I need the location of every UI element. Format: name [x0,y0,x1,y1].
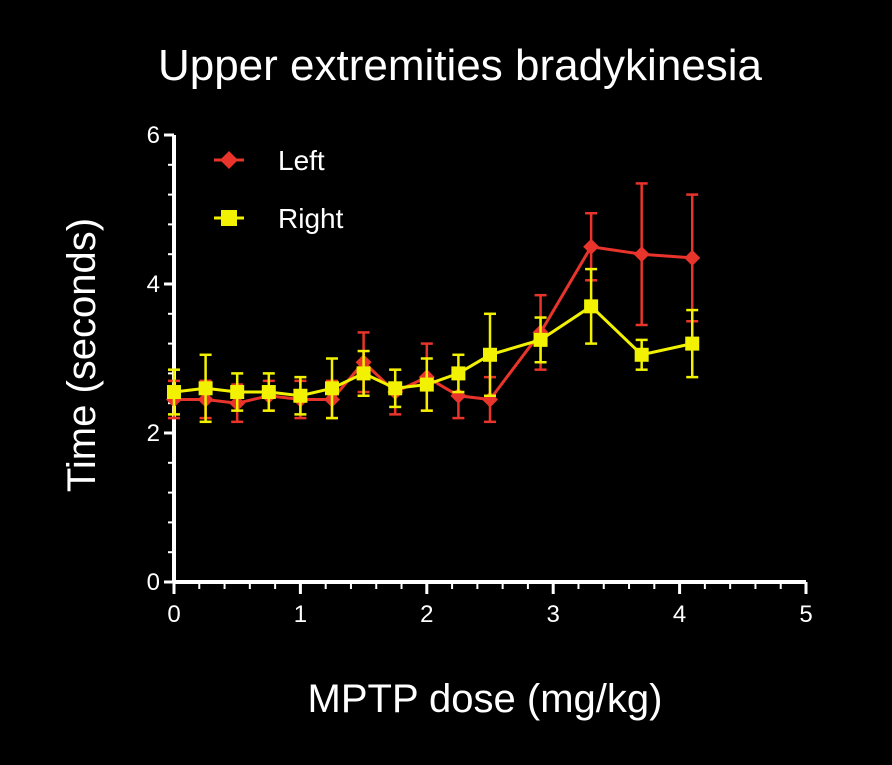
y-tick-label: 0 [147,569,160,596]
data-point [634,347,649,362]
legend: Left Right [214,145,344,234]
x-tick-label: 0 [167,601,180,628]
x-tick-label: 1 [294,601,307,628]
legend-marker [220,151,238,169]
y-tick-label: 2 [147,420,160,447]
legend-marker [221,210,237,226]
data-point [356,366,371,381]
x-axis-label: MPTP dose (mg/kg) [308,677,663,721]
data-point [451,366,466,381]
chart-title: Upper extremities bradykinesia [158,41,763,90]
data-point [230,385,245,400]
data-point [483,347,497,362]
x-tick-label: 3 [547,601,560,628]
data-point [293,388,308,403]
data-point [684,249,701,266]
data-point [167,385,181,400]
data-point [388,381,403,396]
series-layer [166,182,701,424]
legend-label: Left [278,145,325,176]
data-point [685,336,700,351]
data-point [198,381,213,396]
data-point [325,381,339,396]
legend-label: Right [278,203,344,234]
data-point [584,299,599,314]
x-tick-label: 5 [799,601,812,628]
y-axis-label: Time (seconds) [60,218,104,492]
data-point [533,332,548,347]
data-point [633,246,650,263]
axes: 0 1 2 3 4 5 0 2 4 6 [147,122,813,628]
x-tick-label: 4 [673,601,686,628]
x-tick-label: 2 [420,601,433,628]
data-point [419,377,434,392]
series-right [167,267,700,424]
y-tick-label: 6 [147,122,160,149]
data-point [261,385,276,400]
data-point [583,238,600,255]
y-tick-label: 4 [147,271,160,298]
